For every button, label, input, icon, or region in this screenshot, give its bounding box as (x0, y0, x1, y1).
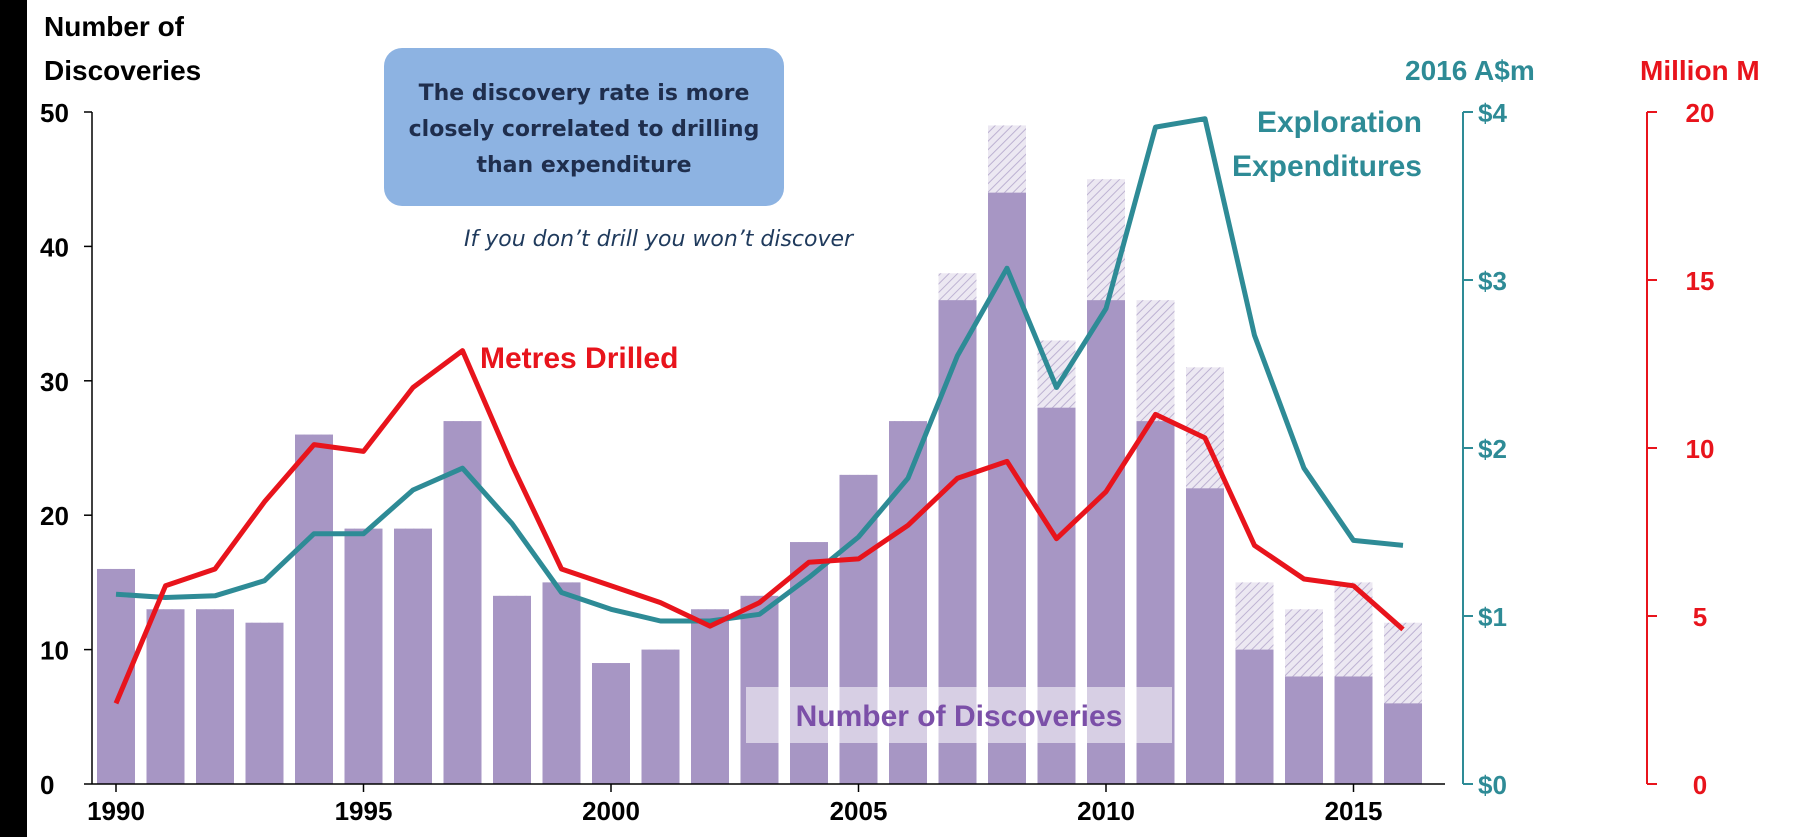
left-tick-label: 10 (40, 636, 69, 666)
expenditure-tick-label: $1 (1478, 602, 1507, 632)
discoveries-label-backdrop (746, 687, 1172, 743)
left-axis-title-line2: Discoveries (44, 55, 201, 86)
left-tick-label: 40 (40, 232, 69, 262)
italic-note: If you don’t drill you won’t discover (464, 227, 855, 252)
discovery-bar (493, 595, 531, 784)
left-tick-label: 0 (40, 770, 54, 800)
right-axis-metres-title: Million M (1640, 55, 1760, 86)
discovery-bar (1285, 676, 1323, 784)
discovery-bar (1384, 703, 1422, 784)
discovery-bar (592, 663, 630, 784)
discovery-bar (641, 649, 680, 784)
discovery-bar (542, 582, 581, 784)
left-axis-title-line1: Number of (44, 11, 185, 42)
expenditure-label-line2: Expenditures (1232, 150, 1422, 183)
expenditure-tick-label: $0 (1478, 770, 1507, 800)
expenditure-line (115, 116, 1404, 624)
x-tick-label: 1990 (87, 796, 145, 826)
x-tick-label: 2010 (1077, 796, 1135, 826)
metres-drilled-line (113, 348, 1405, 705)
right-axis-expenditure-ticks: $0 $1 $2 $3 $4 (1463, 98, 1507, 800)
annotation-line-3: than expenditure (476, 153, 691, 178)
discoveries-label: Number of Discoveries (796, 700, 1123, 733)
discovery-bar (1235, 649, 1274, 784)
discovery-bar (394, 528, 432, 784)
discovery-bar (1334, 676, 1373, 784)
expenditure-tick-label: $2 (1478, 434, 1507, 464)
annotation-box (384, 48, 784, 206)
metres-tick-label: 10 (1686, 434, 1715, 464)
x-axis-ticks: 1990 1995 2000 2005 2010 2015 (87, 784, 1382, 826)
metres-tick-label: 20 (1686, 98, 1715, 128)
metres-tick-label: 5 (1693, 602, 1707, 632)
expenditure-label-line1: Exploration (1257, 106, 1422, 139)
left-axis-ticks: 0 10 20 30 40 50 (40, 98, 92, 800)
metres-tick-label: 15 (1686, 266, 1715, 296)
discovery-bar (691, 609, 729, 784)
expenditure-tick-label: $4 (1478, 98, 1507, 128)
x-tick-label: 1995 (335, 796, 393, 826)
metres-drilled-label: Metres Drilled (480, 342, 678, 375)
x-tick-label: 2015 (1325, 796, 1383, 826)
left-tick-label: 20 (40, 501, 69, 531)
discovery-bar (245, 622, 284, 784)
x-tick-label: 2005 (830, 796, 888, 826)
discovery-bar (196, 609, 234, 784)
right-axis-metres-ticks: 0 5 10 15 20 (1647, 98, 1714, 800)
left-tick-label: 50 (40, 98, 69, 128)
discovery-bar (146, 609, 185, 784)
discovery-bar (295, 434, 333, 784)
discovery-bar (790, 542, 828, 784)
discovery-bar (1186, 488, 1224, 784)
metres-tick-label: 0 (1693, 770, 1707, 800)
right-axis-expenditure-title: 2016 A$m (1405, 55, 1535, 86)
annotation-line-2: closely correlated to drilling (409, 117, 760, 142)
annotation-line-1: The discovery rate is more (419, 81, 750, 106)
left-tick-label: 30 (40, 367, 69, 397)
discovery-bar (344, 528, 383, 784)
x-tick-label: 2000 (582, 796, 640, 826)
expenditure-tick-label: $3 (1478, 266, 1507, 296)
